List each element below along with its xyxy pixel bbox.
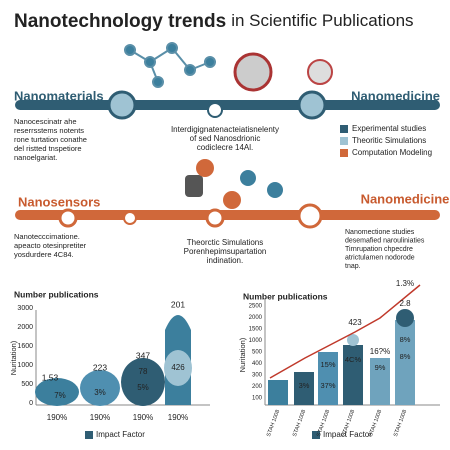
left-x-label: 190%	[133, 413, 153, 422]
legend-label: Experimental studies	[352, 124, 426, 133]
left-chart	[35, 310, 210, 439]
left-y-tick: 1000	[17, 362, 33, 369]
top-center-text: codiclecre 14Al.	[197, 143, 253, 152]
right-top-label: 1.3%	[396, 279, 414, 288]
middle-left-text: Nanotecccimatione.	[14, 232, 80, 241]
top-left-text: reserrsstems notents	[14, 126, 84, 135]
right-inner-label: 3%	[299, 381, 310, 390]
right-legend: Impact Factor	[323, 430, 372, 439]
left-x-label: 190%	[90, 413, 110, 422]
timeline-middle	[15, 203, 440, 229]
left-legend: Impact Factor	[96, 430, 145, 439]
left-inner-label: 78	[139, 367, 148, 376]
right-axis-label: Nuritation)	[238, 337, 247, 372]
left-y-tick: 0	[29, 400, 33, 407]
left-x-label: 190%	[168, 413, 188, 422]
middle-right-text: desemafied narouliniaties	[345, 237, 425, 244]
middle-right-text: atrictulamen nodorode	[345, 254, 415, 261]
top-left-text: Nanocescinatr ahe	[14, 117, 77, 126]
title-bold: Nanotechnology trends	[14, 11, 226, 32]
right-top-label: 2.8	[399, 299, 411, 308]
left-x-label: 190%	[47, 413, 67, 422]
top-center-text: of sed Nanosdrionic	[190, 134, 261, 143]
right-y-tick: 200	[252, 384, 263, 390]
middle-right-text: Tirnrupation chpecdre	[345, 246, 413, 253]
left-y-tick: 3000	[17, 305, 33, 312]
left-top-label: 223	[93, 362, 107, 372]
left-axis-label: Nuritation)	[9, 340, 18, 375]
right-top-label: 423	[348, 318, 362, 327]
right-inner-label: 37%	[320, 381, 335, 390]
right-inner-label: 9%	[375, 363, 386, 372]
left-inner-label: 3%	[94, 388, 106, 397]
right-y-tick: 400	[252, 361, 263, 367]
middle-left-text: yosdurdere 4C84.	[14, 250, 74, 259]
right-y-tick: 300	[252, 373, 263, 379]
left-chart-title: Number publications	[14, 289, 99, 299]
middle-right-label: Nanomedicine	[361, 191, 450, 206]
right-inner-label: 8%	[400, 335, 411, 344]
right-top-label: 16?%	[370, 347, 390, 356]
right-inner-label: 15%	[320, 360, 335, 369]
right-inner-label: 8%	[400, 352, 411, 361]
left-y-tick: 1600	[17, 343, 33, 350]
middle-center-text: Porenhepimsupartation	[184, 247, 267, 256]
right-x-label: STAH 1008	[266, 409, 281, 437]
top-left-text: del ristted tnspetiore	[14, 144, 82, 153]
right-y-tick: 2000	[249, 315, 263, 321]
top-center-text: Interdigignatenacteiatisnelenty	[171, 125, 279, 134]
title: Nanotechnology trends in Scientific Publi…	[14, 11, 414, 32]
right-inner-label: 4C%	[345, 355, 362, 364]
legend-label: Theoritic Simulations	[352, 136, 426, 145]
middle-right-text: tnap.	[345, 263, 361, 270]
right-chart	[264, 284, 440, 439]
title-rest: in Scientific Publications	[231, 11, 413, 30]
right-y-tick: 100	[252, 396, 263, 402]
middle-center-text: Theorctic Simulations	[187, 238, 263, 247]
right-chart-title: Number publications	[243, 291, 328, 301]
middle-left-text: apeacto otesinpretiter	[14, 241, 87, 250]
top-left-text: rone turtation conathe	[14, 135, 87, 144]
left-top-label: 201	[171, 299, 185, 309]
top-left-label: Nanomaterials	[14, 88, 104, 103]
right-y-tick: 500	[252, 350, 263, 356]
left-inner-label: 7%	[54, 391, 66, 400]
left-inner-label: 426	[171, 363, 185, 372]
left-y-tick: 2000	[17, 324, 33, 331]
molecules-top	[124, 42, 333, 92]
top-left-text: nanoelgariat.	[14, 153, 57, 162]
left-top-label: 347	[136, 350, 150, 360]
right-y-tick: 2500	[249, 304, 263, 310]
timeline-top	[15, 90, 440, 120]
right-x-label: STAH 1008	[292, 409, 307, 437]
middle-left-label: Nanosensors	[18, 194, 100, 209]
left-top-label: 1.53	[42, 372, 59, 382]
right-x-label: STAH 1008	[393, 409, 408, 437]
middle-center-text: indination.	[207, 256, 243, 265]
middle-right-text: Nanomectione studies	[345, 229, 415, 236]
right-y-tick: 1000	[249, 338, 263, 344]
legend-label: Computation Modeling	[352, 148, 432, 157]
molecules-middle	[185, 159, 283, 209]
left-inner-label: 5%	[137, 383, 149, 392]
legend	[340, 125, 348, 157]
left-y-tick: 500	[21, 381, 33, 388]
top-right-label: Nanomedicine	[351, 88, 440, 103]
right-y-tick: 1500	[249, 327, 263, 333]
